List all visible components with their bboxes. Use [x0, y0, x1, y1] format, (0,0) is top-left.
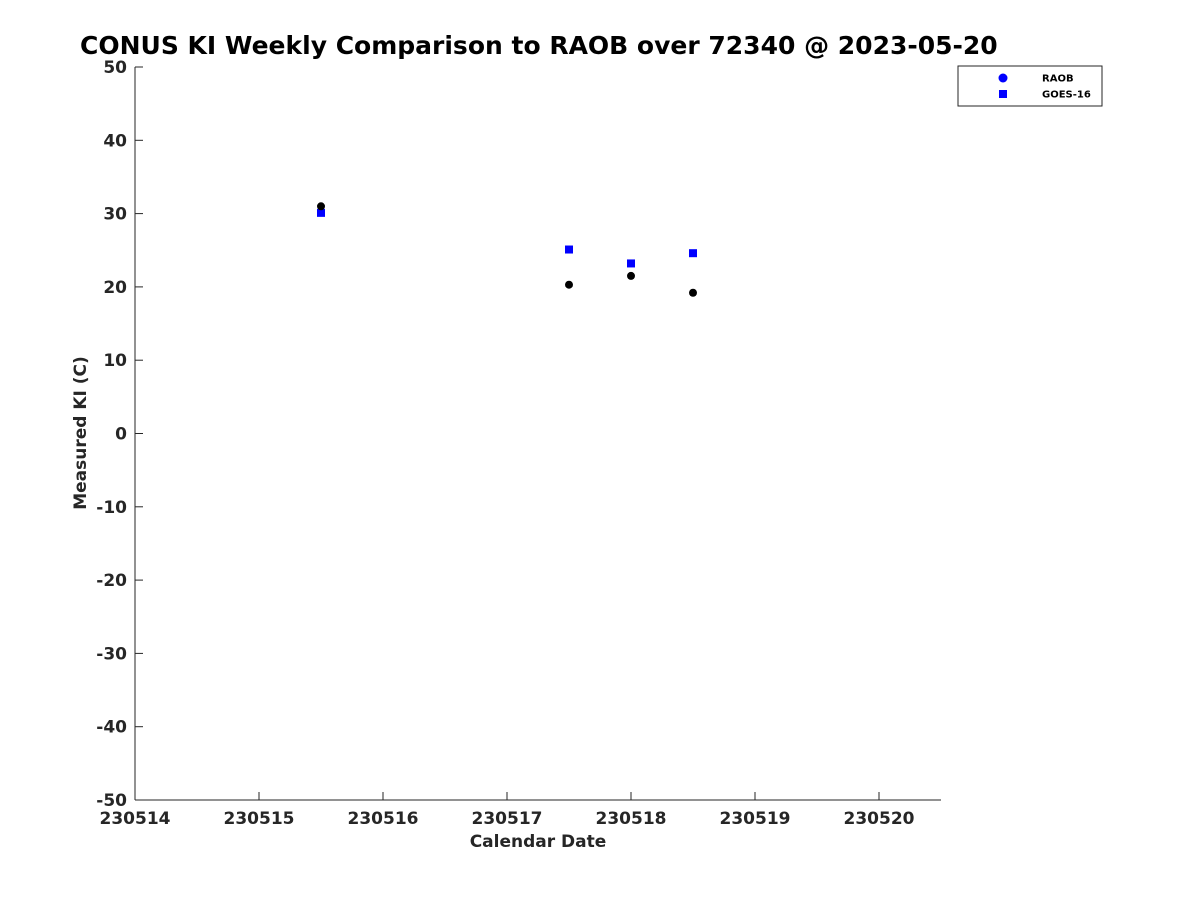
- goes-16-point: [689, 249, 697, 258]
- x-tick-label: 230517: [472, 809, 543, 829]
- goes-16-point: [565, 245, 573, 254]
- raob-point: [627, 271, 635, 280]
- y-tick-label: 10: [103, 351, 127, 371]
- chart-title: CONUS KI Weekly Comparison to RAOB over …: [80, 31, 998, 60]
- y-tick-label: 20: [103, 278, 127, 298]
- y-axis-label: Measured KI (C): [71, 356, 91, 510]
- data-points: [317, 202, 697, 297]
- x-tick-label: 230516: [348, 809, 419, 829]
- legend-raob-label: RAOB: [1042, 74, 1074, 85]
- goes-16-point: [317, 208, 325, 217]
- y-tick-label: -40: [96, 718, 127, 738]
- y-tick-label: 0: [115, 425, 127, 445]
- legend-goes-16-label: GOES-16: [1042, 90, 1091, 101]
- x-tick-label: 230515: [224, 809, 295, 829]
- x-tick-label: 230519: [720, 809, 791, 829]
- x-tick-label: 230520: [844, 809, 915, 829]
- legend-box: [957, 65, 1103, 107]
- y-axis-ticks: -50 -40 -30 -20 -10 0 10 20 30 40 50: [96, 58, 143, 811]
- y-tick-label: 40: [103, 131, 127, 151]
- raob-point: [317, 202, 325, 211]
- y-tick-label: 30: [103, 205, 127, 225]
- raob-point: [565, 280, 573, 289]
- x-axis-label: Calendar Date: [470, 832, 607, 852]
- y-tick-label: 50: [103, 58, 127, 78]
- legend-goes-16-marker: [999, 90, 1007, 98]
- x-tick-label: 230514: [100, 809, 171, 829]
- y-tick-label: -50: [96, 791, 127, 811]
- legend: RAOB GOES-16: [957, 65, 1103, 107]
- raob-point: [689, 288, 697, 297]
- x-tick-label: 230518: [596, 809, 667, 829]
- legend-items: RAOB GOES-16: [998, 73, 1091, 101]
- legend-raob-marker: [998, 73, 1008, 83]
- goes-16-point: [627, 259, 635, 268]
- y-tick-label: -20: [96, 571, 127, 591]
- y-tick-label: -30: [96, 644, 127, 664]
- y-tick-label: -10: [96, 498, 127, 518]
- x-axis-ticks: 230514 230515 230516 230517 230518 230519 2305…: [100, 792, 915, 829]
